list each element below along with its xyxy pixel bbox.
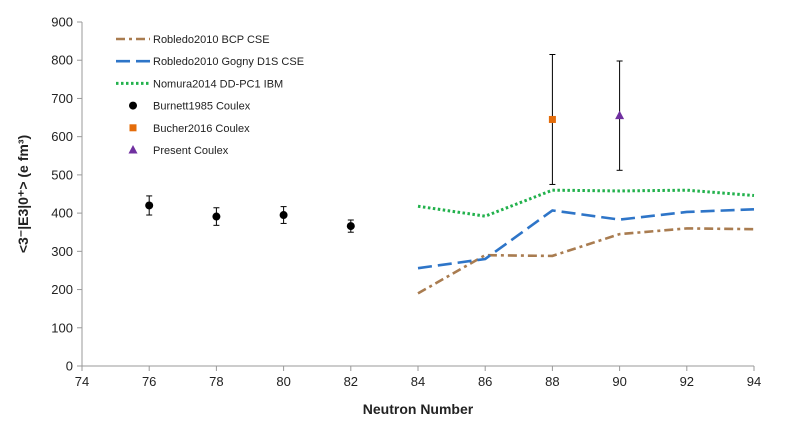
legend-swatch — [129, 124, 137, 132]
y-axis-ticks: 0 100 200 300 400 500 600 700 800 900 — [51, 15, 82, 374]
legend-label: Robledo2010 BCP CSE — [153, 34, 270, 46]
legend-item: Present Coulex — [128, 145, 229, 157]
y-tick-label: 300 — [51, 244, 73, 259]
y-tick-label: 700 — [51, 91, 73, 106]
data-point — [145, 201, 154, 210]
x-tick-label: 78 — [209, 374, 223, 389]
data-point — [279, 211, 288, 220]
x-tick-label: 84 — [411, 374, 425, 389]
series-line — [417, 188, 755, 218]
legend-label: Robledo2010 Gogny D1S CSE — [153, 56, 304, 68]
legend-item: Robledo2010 Gogny D1S CSE — [116, 56, 304, 68]
legend-item: Nomura2014 DD-PC1 IBM — [116, 78, 283, 90]
x-tick-label: 92 — [680, 374, 694, 389]
x-tick-label: 80 — [276, 374, 290, 389]
legend-item: Bucher2016 Coulex — [129, 123, 250, 135]
legend-item: Burnett1985 Coulex — [129, 101, 251, 113]
y-tick-label: 0 — [66, 359, 73, 374]
y-tick-label: 100 — [51, 320, 73, 335]
legend-item: Robledo2010 BCP CSE — [116, 34, 270, 46]
y-tick-label: 500 — [51, 167, 73, 182]
y-tick-label: 600 — [51, 129, 73, 144]
legend: Robledo2010 BCP CSE Robledo2010 Gogny D1S… — [116, 34, 304, 157]
data-point — [212, 212, 221, 221]
y-tick-label: 800 — [51, 53, 73, 68]
series-line — [417, 227, 755, 295]
series-5 — [615, 60, 625, 171]
series-1 — [417, 207, 755, 270]
x-tick-label: 82 — [344, 374, 358, 389]
legend-label: Bucher2016 Coulex — [153, 123, 250, 135]
x-tick-label: 94 — [747, 374, 761, 389]
series-2 — [417, 188, 755, 218]
y-tick-label: 400 — [51, 206, 73, 221]
legend-label: Nomura2014 DD-PC1 IBM — [153, 78, 283, 90]
x-tick-label: 90 — [612, 374, 626, 389]
y-tick-label: 900 — [51, 15, 73, 30]
y-axis-title: <3⁻|E3|0⁺> (e fm³) — [15, 135, 31, 253]
data-point — [346, 222, 355, 231]
legend-label: Burnett1985 Coulex — [153, 101, 251, 113]
series-4 — [548, 53, 556, 185]
legend-swatch — [128, 145, 138, 154]
series-0 — [417, 227, 755, 295]
legend-label: Present Coulex — [153, 145, 229, 157]
x-tick-label: 86 — [478, 374, 492, 389]
x-tick-label: 74 — [75, 374, 89, 389]
y-tick-label: 200 — [51, 282, 73, 297]
series-3 — [145, 195, 355, 233]
series-line — [417, 207, 755, 270]
data-point — [615, 110, 625, 120]
data-point — [548, 115, 556, 123]
x-tick-label: 76 — [142, 374, 156, 389]
x-axis-title: Neutron Number — [363, 401, 474, 417]
legend-swatch — [129, 101, 137, 110]
series-layer — [145, 53, 755, 295]
x-axis-ticks: 74 76 78 80 82 84 86 88 90 92 94 — [75, 366, 761, 389]
x-tick-label: 88 — [545, 374, 559, 389]
